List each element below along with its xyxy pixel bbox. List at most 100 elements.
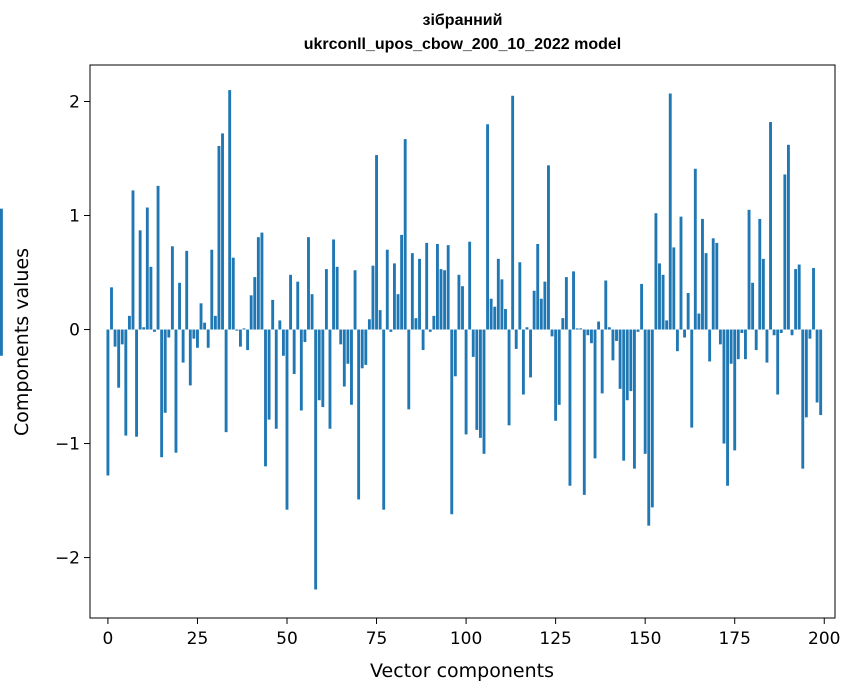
bar (106, 329, 110, 476)
bar (661, 274, 665, 330)
bar (364, 329, 368, 365)
bar (360, 329, 364, 369)
bar (153, 329, 156, 332)
bar (511, 95, 515, 330)
x-tick-label: 50 (276, 629, 298, 649)
bar (604, 280, 608, 330)
bar (658, 263, 661, 330)
bar (324, 269, 328, 330)
bar (668, 93, 672, 330)
bar (654, 213, 658, 330)
bar (346, 329, 350, 364)
bar (464, 329, 468, 435)
bar (393, 263, 396, 330)
bar (264, 329, 267, 467)
bar (120, 329, 124, 345)
bar (765, 329, 769, 363)
bar (597, 321, 601, 330)
bar (117, 329, 121, 388)
bar (367, 319, 371, 330)
bar (733, 329, 737, 451)
bar (561, 318, 565, 330)
bar (812, 267, 815, 330)
bar (342, 329, 346, 387)
bar (557, 329, 561, 405)
bar (747, 209, 751, 330)
bar (421, 329, 425, 351)
bar (529, 329, 532, 378)
bar (568, 329, 572, 486)
bar (643, 329, 647, 454)
bar (385, 249, 389, 330)
x-tick-label: 0 (102, 629, 113, 649)
bars-group (0, 90, 823, 590)
bar (156, 185, 160, 330)
bar (321, 329, 325, 408)
bar (632, 329, 636, 469)
bar (160, 329, 164, 458)
bar (482, 329, 486, 454)
axes-group: 0 25 50 75 100 125 150 175 200 −2 −1 0 1 2 (55, 92, 841, 649)
bar (729, 329, 733, 364)
bar (439, 269, 443, 330)
bar (518, 262, 522, 330)
bar (407, 329, 411, 410)
bar (471, 329, 475, 357)
bar (590, 329, 593, 344)
bar (378, 310, 382, 330)
bar (615, 329, 618, 341)
y-tick-label: 2 (69, 92, 80, 112)
bar (450, 329, 454, 515)
bar (178, 282, 181, 330)
bar (769, 122, 772, 330)
bar (138, 230, 142, 330)
bar (382, 329, 386, 510)
bar (0, 208, 3, 330)
bar (489, 298, 493, 330)
bar (550, 329, 554, 337)
bar (650, 329, 654, 508)
bar (335, 266, 339, 330)
y-axis-label: Components values (11, 248, 33, 436)
bar (672, 247, 676, 330)
bar (618, 329, 622, 389)
bar (375, 155, 378, 330)
bar (181, 329, 185, 363)
bar (274, 329, 278, 429)
bar (683, 329, 686, 338)
bar (231, 257, 235, 330)
bar (167, 329, 171, 338)
bar (428, 329, 432, 332)
bar (507, 329, 511, 426)
bar (314, 329, 318, 590)
bar (722, 329, 726, 444)
bar (292, 329, 296, 374)
x-tick-label: 25 (187, 629, 209, 649)
bar (647, 329, 651, 526)
bar (504, 309, 507, 330)
bar (804, 329, 808, 418)
bar (808, 329, 812, 339)
bar (636, 329, 640, 332)
bar (611, 329, 615, 361)
bar (328, 329, 332, 429)
bar (582, 329, 586, 495)
bar (400, 234, 404, 330)
bar (110, 287, 113, 330)
bar (142, 327, 146, 330)
bar (174, 329, 178, 453)
bar (317, 329, 321, 401)
bar (697, 313, 701, 330)
bar (536, 244, 540, 330)
bar (0, 329, 3, 356)
bar (554, 329, 558, 421)
bar (339, 329, 343, 345)
bar (708, 329, 712, 362)
bar (640, 283, 644, 330)
bar (575, 328, 579, 330)
bar (188, 329, 192, 386)
bar (787, 144, 790, 330)
bar (701, 218, 704, 330)
bar (414, 318, 418, 330)
